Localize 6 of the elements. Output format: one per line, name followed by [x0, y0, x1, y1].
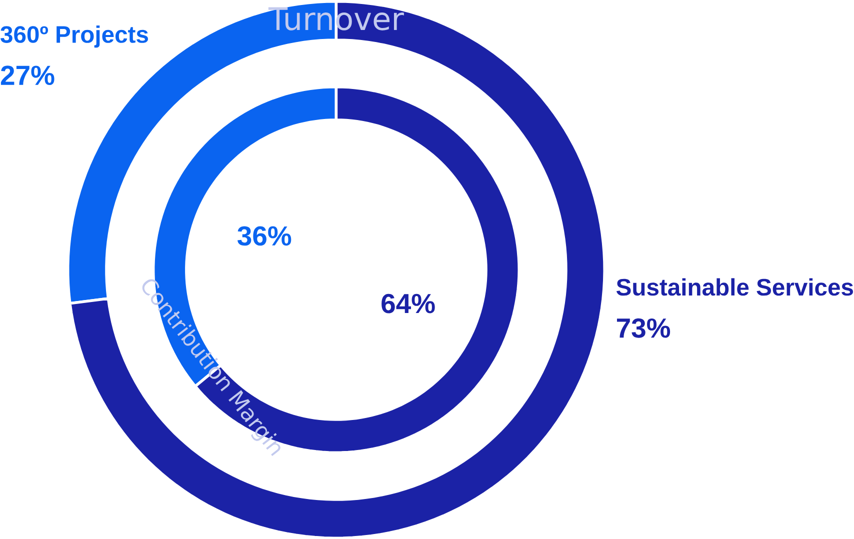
- slice-label: Sustainable Services: [616, 278, 853, 296]
- data-label: 27%: [0, 65, 54, 85]
- data-label: 36%: [238, 226, 292, 246]
- data-label: 64%: [382, 294, 435, 314]
- data-label: 73%: [616, 318, 670, 338]
- slice-label: 360º Projects: [0, 25, 148, 48]
